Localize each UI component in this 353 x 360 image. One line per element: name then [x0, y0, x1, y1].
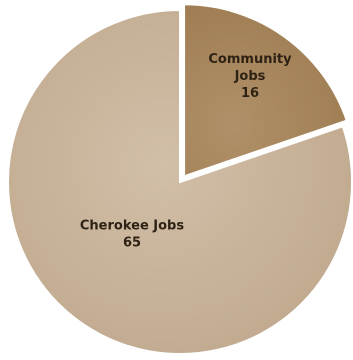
slice-name-label: Community: [208, 52, 292, 67]
slice-name-label: Jobs: [234, 69, 266, 84]
slice-value-label: 16: [241, 86, 259, 101]
slice-value-label: 65: [123, 236, 141, 251]
pie-slice-cherokee-jobs: [7, 8, 353, 355]
slice-name-label: Cherokee Jobs: [80, 219, 184, 234]
pie-slice-community-jobs: [183, 3, 349, 178]
slice-label-community-jobs: Community Jobs 16: [208, 52, 292, 101]
pie-labels: Community Jobs 16 Cherokee Jobs 65: [80, 52, 292, 251]
pie-slices: [7, 3, 353, 355]
slice-label-cherokee-jobs: Cherokee Jobs 65: [80, 219, 184, 251]
